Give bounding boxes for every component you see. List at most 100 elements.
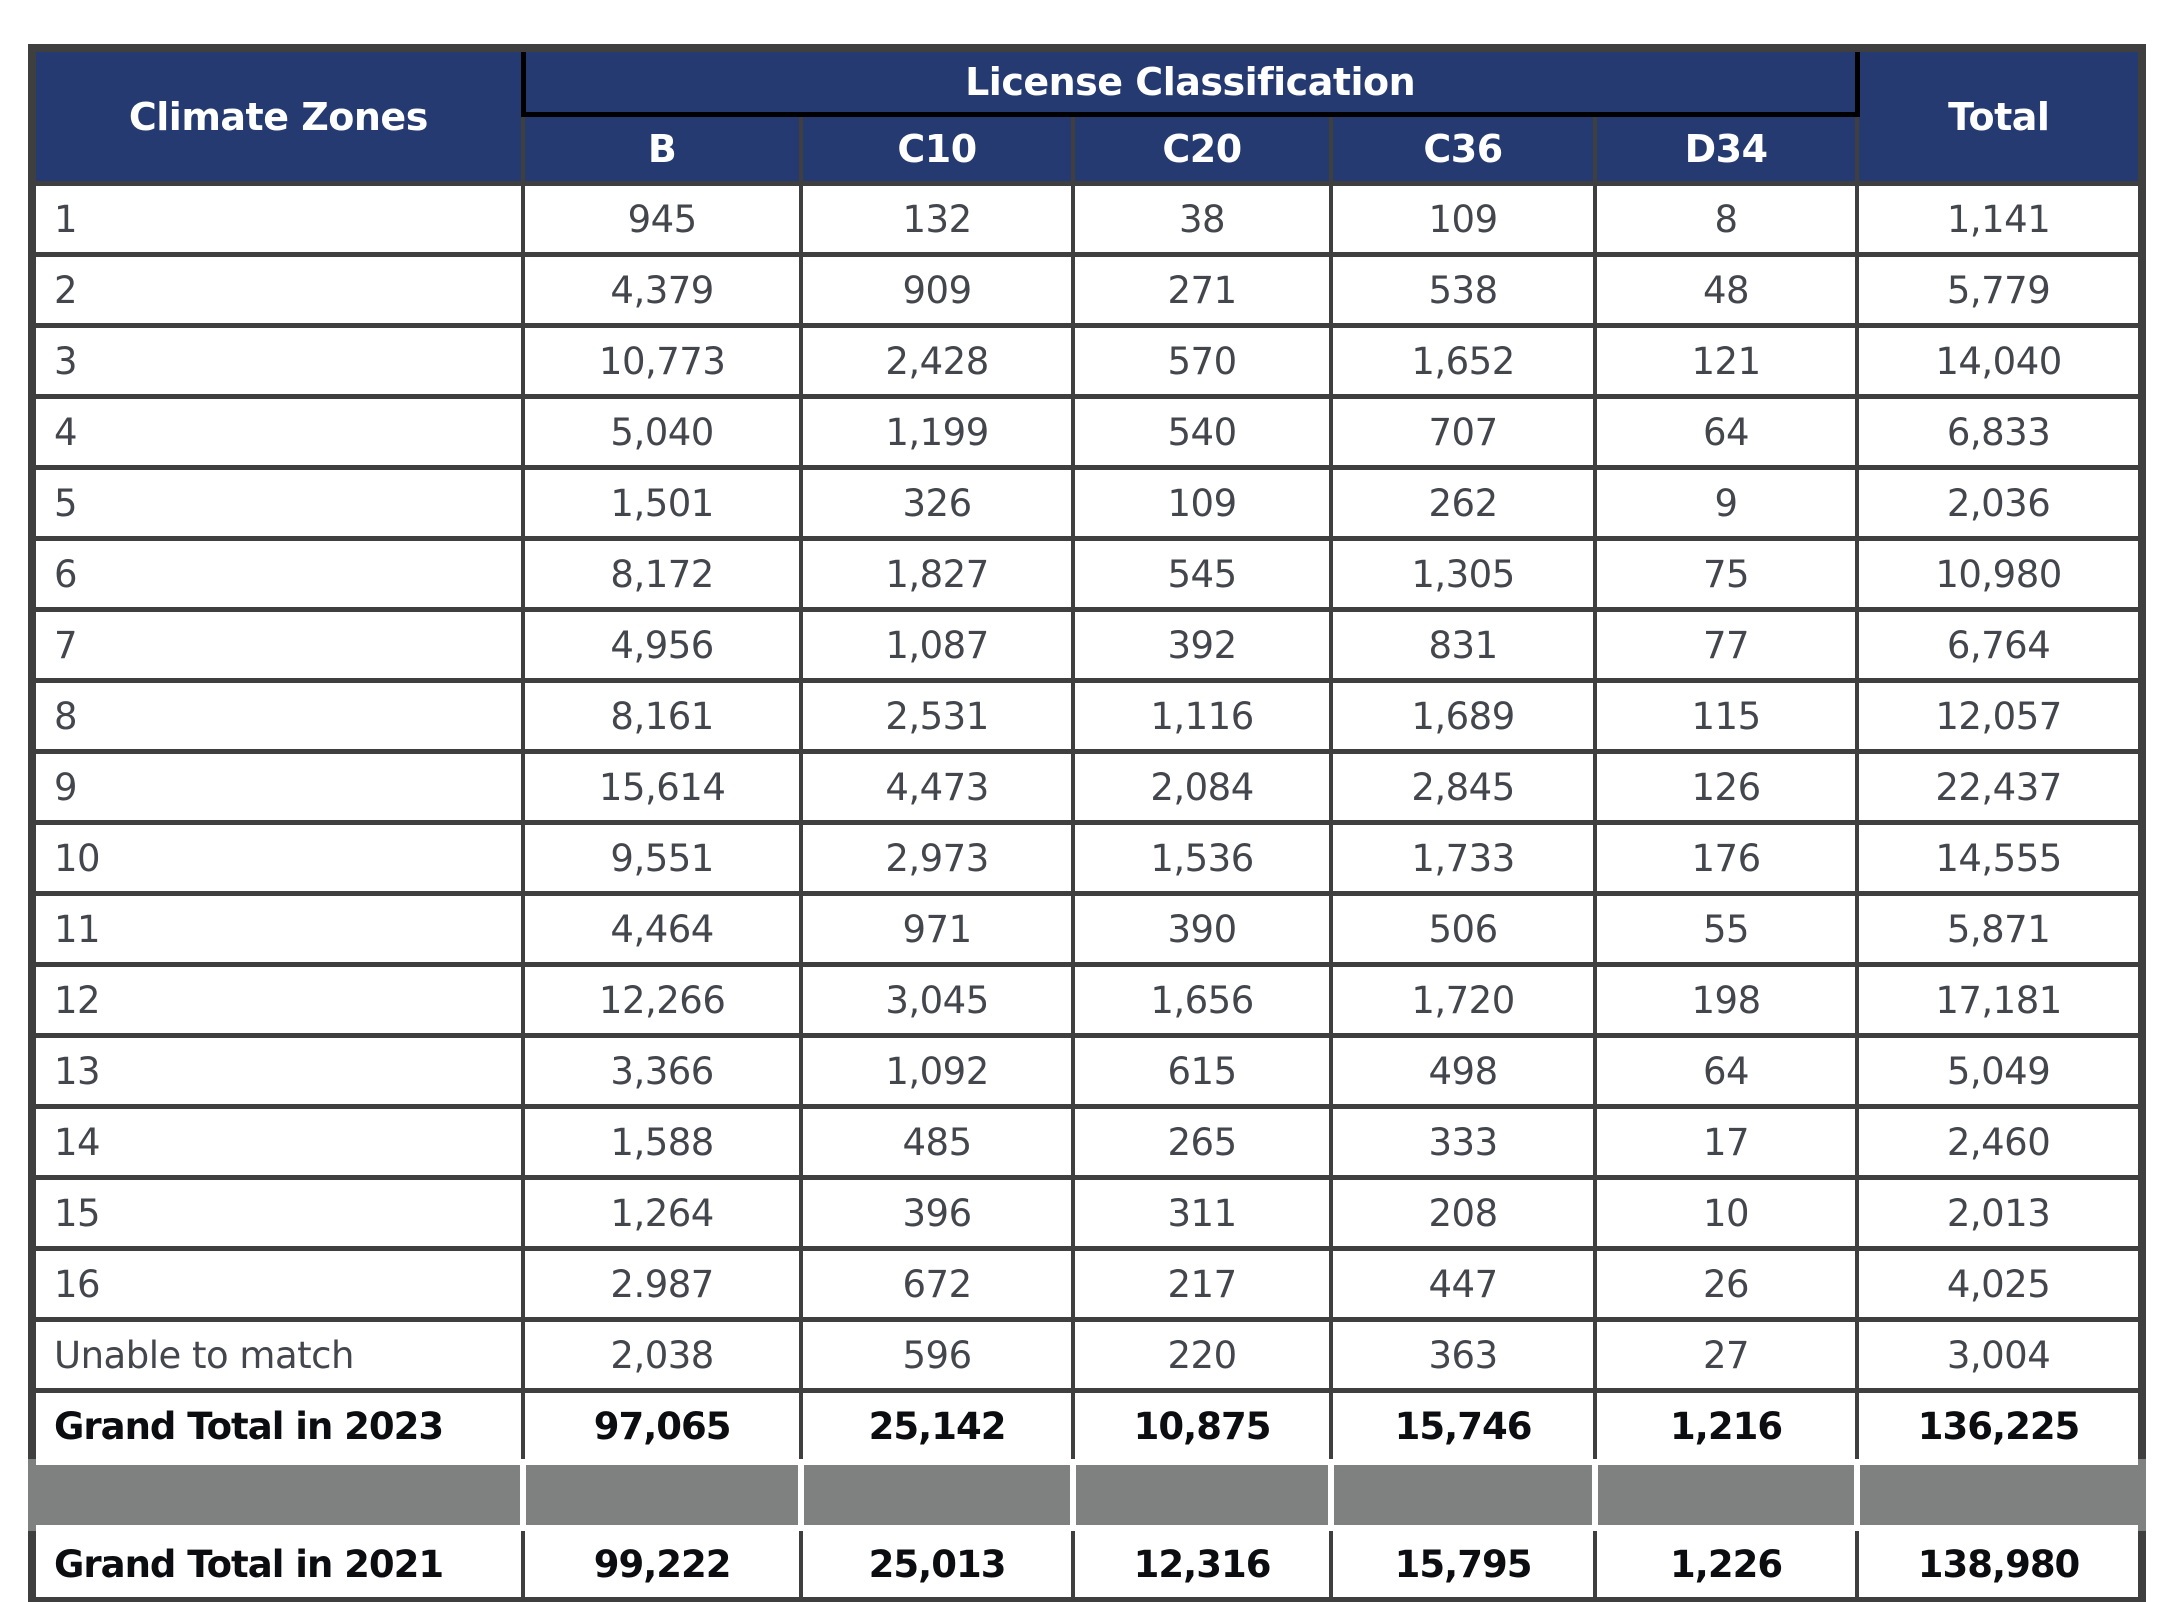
value-cell: 1,092	[799, 1033, 1076, 1109]
column-header-b: B	[521, 112, 804, 186]
value-cell: 220	[1071, 1317, 1334, 1393]
row-total-cell: 3,004	[1855, 1317, 2144, 1393]
row-total-cell: 2,036	[1855, 465, 2144, 541]
value-cell: 570	[1071, 323, 1334, 399]
row-label-header: Climate Zones	[29, 46, 526, 186]
value-cell: 615	[1071, 1033, 1334, 1109]
value-cell: 498	[1329, 1033, 1598, 1109]
value-cell: 8,172	[521, 536, 804, 612]
value-cell: 363	[1329, 1317, 1598, 1393]
zone-label-cell: 13	[29, 1033, 526, 1109]
zone-label-cell: 10	[29, 820, 526, 896]
header-row-group: Climate Zones License Classification Tot…	[29, 46, 2144, 186]
value-cell	[1592, 1459, 1861, 1531]
table-row: 1 945 132 38 109 8 1,141	[29, 181, 2144, 257]
value-cell: 10,773	[521, 323, 804, 399]
row-total-cell: 138,980	[1855, 1525, 2144, 1602]
value-cell: 109	[1071, 465, 1334, 541]
zone-label-cell: 3	[29, 323, 526, 399]
value-cell: 1,087	[799, 607, 1076, 683]
table-row: 12 12,266 3,045 1,656 1,720 198 17,181	[29, 962, 2144, 1038]
value-cell: 707	[1329, 394, 1598, 470]
zone-label-cell: 6	[29, 536, 526, 612]
header-row-columns: B C10 C20 C36 D34	[32, 112, 2142, 186]
zone-label-cell: 15	[29, 1175, 526, 1251]
value-cell: 12,316	[1071, 1525, 1334, 1602]
value-cell	[520, 1459, 805, 1531]
zone-label-cell: 9	[29, 749, 526, 825]
value-cell: 506	[1329, 891, 1598, 967]
value-cell: 12,266	[521, 962, 804, 1038]
value-cell: 132	[799, 181, 1076, 257]
value-cell: 1,733	[1329, 820, 1598, 896]
value-cell: 64	[1593, 394, 1860, 470]
zone-label-cell: 7	[29, 607, 526, 683]
row-total-cell	[1854, 1459, 2146, 1531]
table-row: 5 1,501 326 109 262 9 2,036	[29, 465, 2144, 541]
value-cell: 8,161	[521, 678, 804, 754]
value-cell: 198	[1593, 962, 1860, 1038]
column-header-c20: C20	[1071, 112, 1334, 186]
value-cell: 971	[799, 891, 1076, 967]
value-cell: 262	[1329, 465, 1598, 541]
value-cell: 8	[1593, 181, 1860, 257]
value-cell: 75	[1593, 536, 1860, 612]
value-cell: 945	[521, 181, 804, 257]
value-cell: 1,116	[1071, 678, 1334, 754]
value-cell: 1,720	[1329, 962, 1598, 1038]
value-cell: 2.987	[521, 1246, 804, 1322]
grand-total-row: Grand Total in 2023 97,065 25,142 10,875 15,…	[29, 1388, 2144, 1465]
table-row: 9 15,614 4,473 2,084 2,845 126 22,437	[29, 749, 2144, 825]
value-cell: 538	[1329, 252, 1598, 328]
table-row: 8 8,161 2,531 1,116 1,689 115 12,057	[29, 678, 2144, 754]
climate-zones-license-table: Climate Zones License Classification Tot…	[27, 44, 2146, 1602]
value-cell: 17	[1593, 1104, 1860, 1180]
row-total-cell: 12,057	[1855, 678, 2144, 754]
value-cell: 1,536	[1071, 820, 1334, 896]
group-header: License Classification	[520, 46, 1860, 117]
table-row: 2 4,379 909 271 538 48 5,779	[29, 252, 2144, 328]
row-total-cell: 5,779	[1855, 252, 2144, 328]
value-cell: 1,827	[799, 536, 1076, 612]
value-cell: 1,656	[1071, 962, 1334, 1038]
row-total-cell: 136,225	[1855, 1388, 2144, 1465]
value-cell: 48	[1593, 252, 1860, 328]
zone-label-cell: Grand Total in 2021	[29, 1525, 526, 1602]
value-cell: 265	[1071, 1104, 1334, 1180]
value-cell: 26	[1593, 1246, 1860, 1322]
value-cell: 115	[1593, 678, 1860, 754]
table-row: Unable to match 2,038 596 220 363 27 3,004	[29, 1317, 2144, 1393]
row-total-cell: 22,437	[1855, 749, 2144, 825]
grand-total-row: Grand Total in 2021 99,222 25,013 12,316 15,…	[29, 1525, 2144, 1602]
value-cell: 15,795	[1329, 1525, 1598, 1602]
value-cell: 25,142	[799, 1388, 1076, 1465]
total-column-header: Total	[1855, 46, 2144, 186]
value-cell: 4,379	[521, 252, 804, 328]
zone-label-cell: 5	[29, 465, 526, 541]
table-row: 10 9,551 2,973 1,536 1,733 176 14,555	[29, 820, 2144, 896]
zone-label-cell: 2	[29, 252, 526, 328]
value-cell: 2,428	[799, 323, 1076, 399]
value-cell: 121	[1593, 323, 1860, 399]
table-row: 6 8,172 1,827 545 1,305 75 10,980	[29, 536, 2144, 612]
value-cell: 126	[1593, 749, 1860, 825]
table-body: 1 945 132 38 109 8 1,141 2 4,379 909 271 538 48 5,779…	[27, 181, 2146, 1602]
table-row: 11 4,464 971 390 506 55 5,871	[29, 891, 2144, 967]
value-cell: 1,501	[521, 465, 804, 541]
value-cell: 485	[799, 1104, 1076, 1180]
value-cell: 97,065	[521, 1388, 804, 1465]
value-cell: 447	[1329, 1246, 1598, 1322]
row-total-cell: 17,181	[1855, 962, 2144, 1038]
value-cell: 3,366	[521, 1033, 804, 1109]
row-total-cell: 1,141	[1855, 181, 2144, 257]
column-header-c36: C36	[1329, 112, 1598, 186]
value-cell: 271	[1071, 252, 1334, 328]
row-total-cell: 2,460	[1855, 1104, 2144, 1180]
value-cell: 540	[1071, 394, 1334, 470]
value-cell: 2,084	[1071, 749, 1334, 825]
row-total-cell: 5,049	[1855, 1033, 2144, 1109]
value-cell: 831	[1329, 607, 1598, 683]
value-cell: 2,038	[521, 1317, 804, 1393]
value-cell: 109	[1329, 181, 1598, 257]
